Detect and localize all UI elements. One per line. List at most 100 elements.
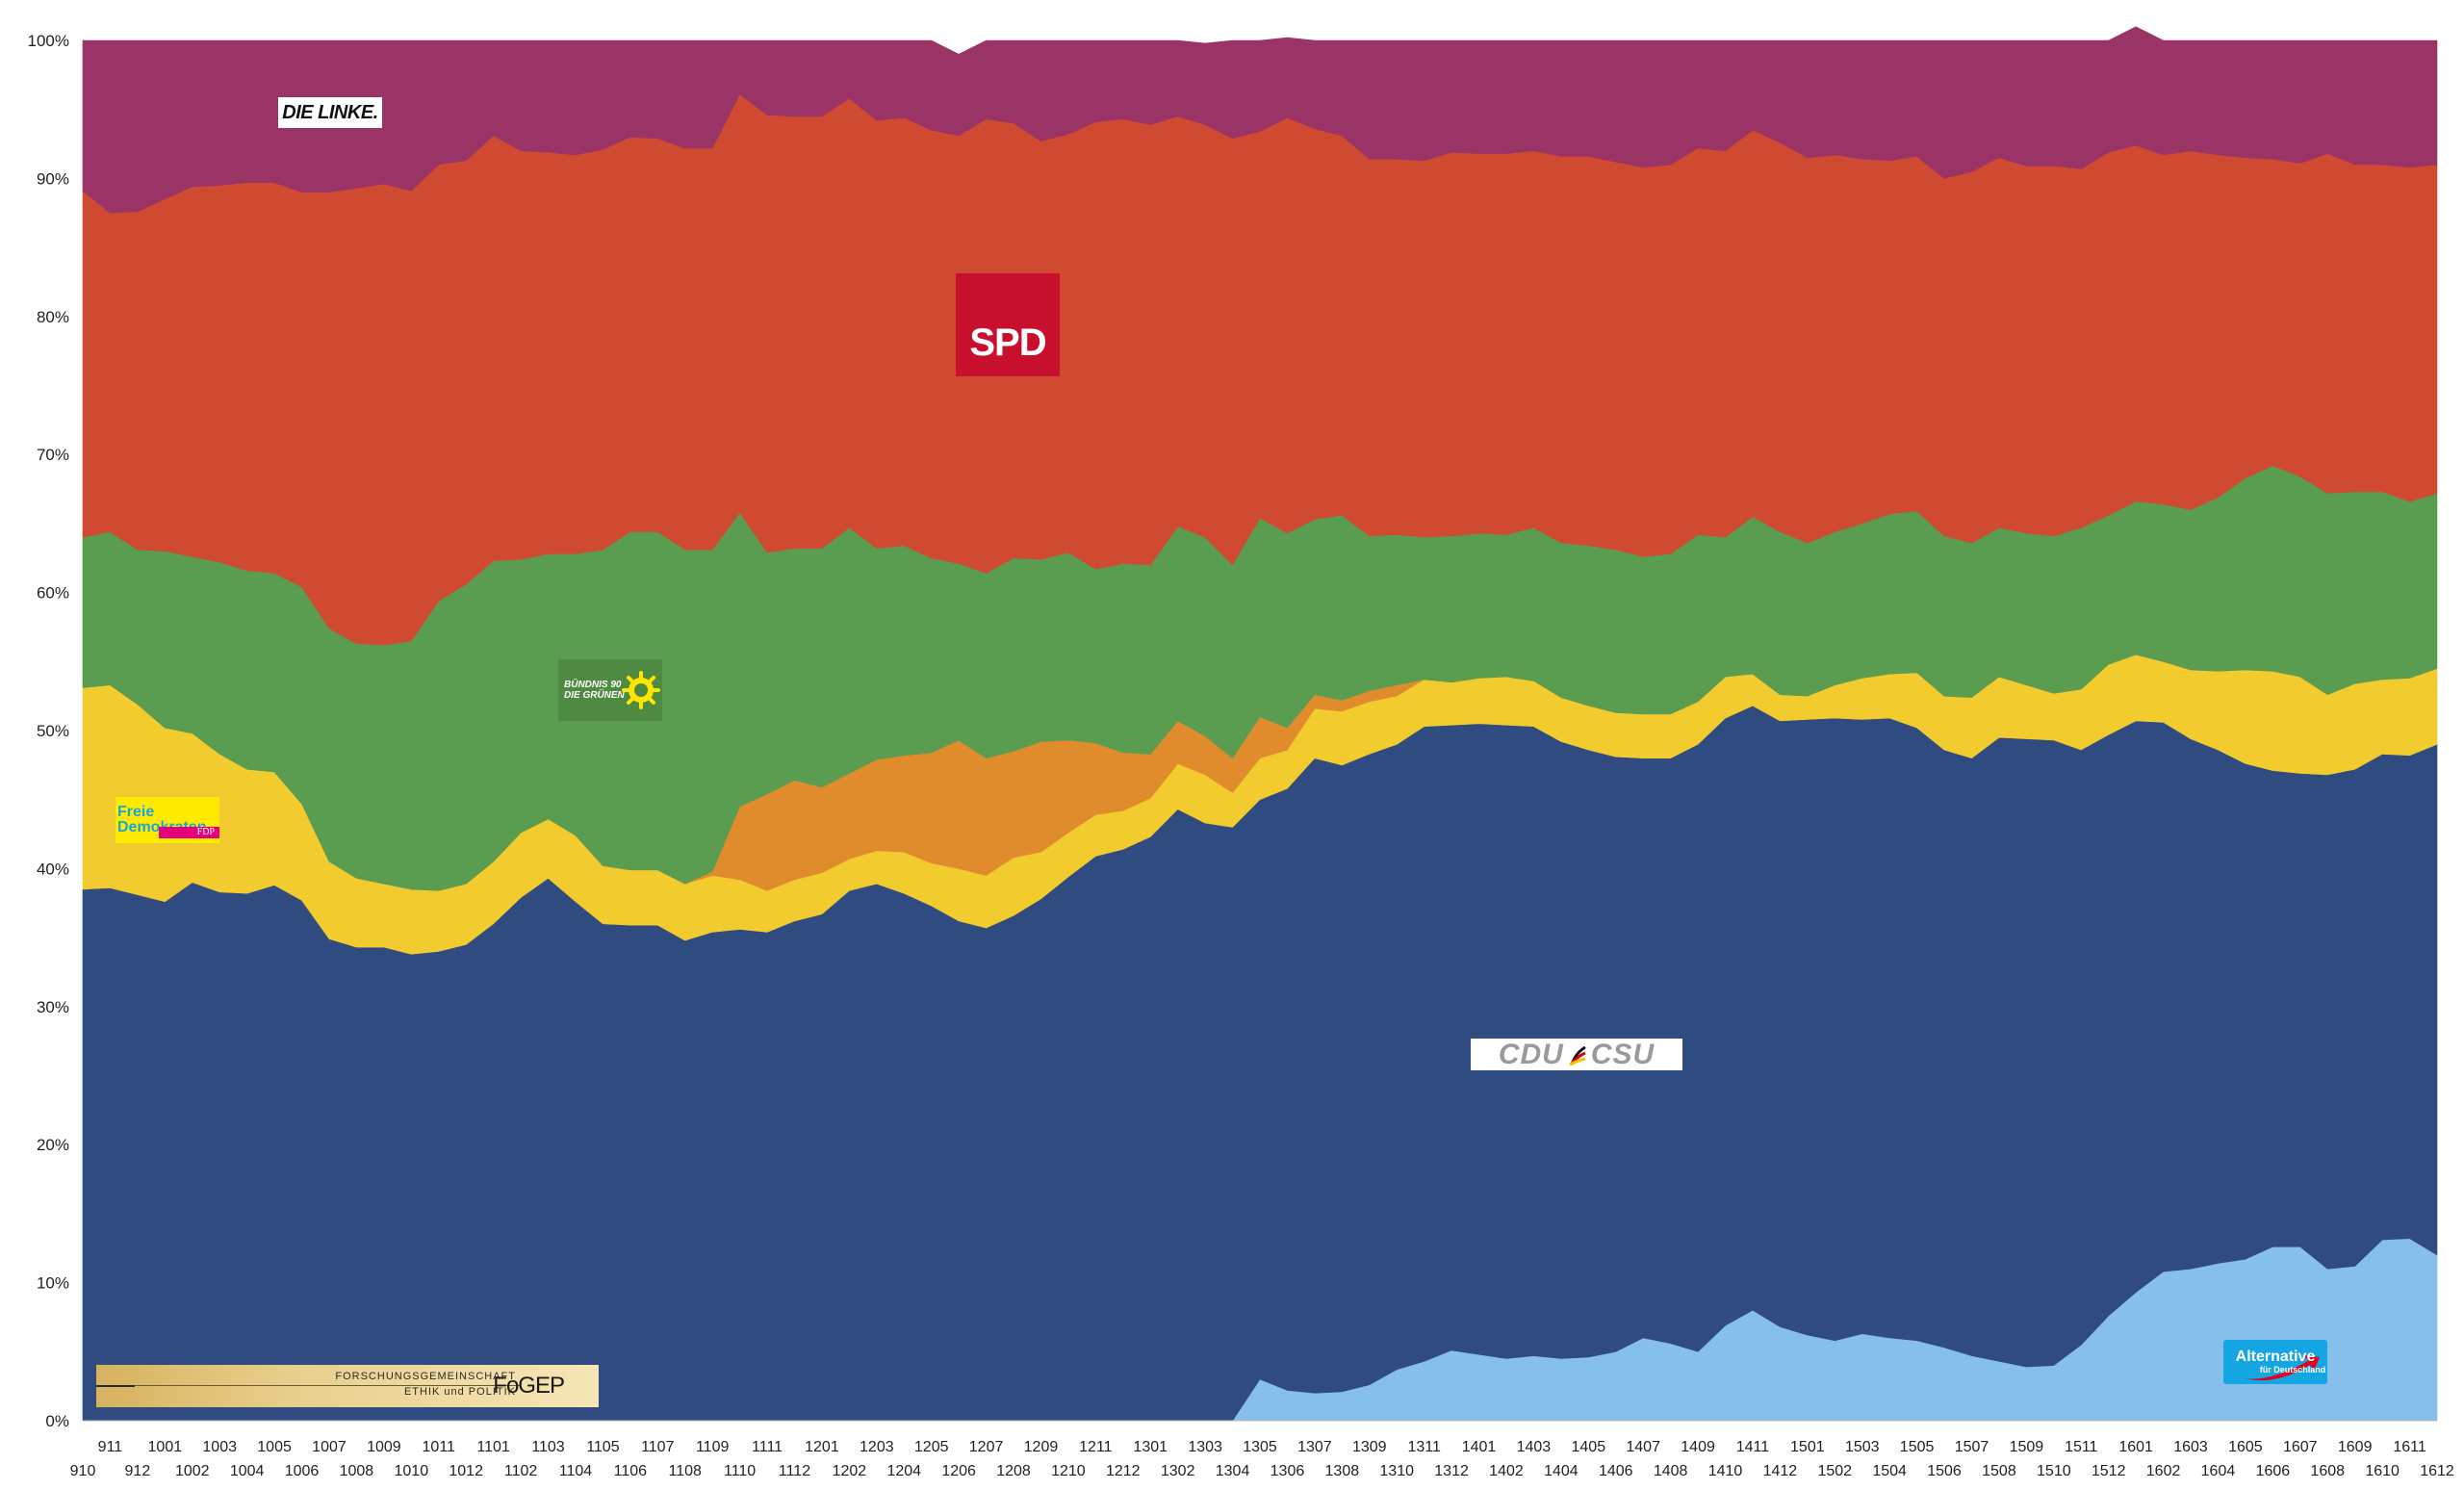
x-tick-label: 1208 — [996, 1463, 1031, 1479]
x-tick-label: 1408 — [1654, 1463, 1688, 1479]
x-tick-label: 1401 — [1462, 1439, 1497, 1455]
x-tick-label: 1608 — [2310, 1463, 2345, 1479]
x-tick-label: 1406 — [1599, 1463, 1633, 1479]
y-tick-label: 80% — [37, 308, 69, 326]
afd-logo-label: Alternative für Deutschland — [2223, 1340, 2327, 1384]
x-tick-label: 1307 — [1297, 1439, 1332, 1455]
x-tick-label: 1305 — [1243, 1439, 1277, 1455]
x-tick-label: 1002 — [175, 1463, 210, 1479]
x-tick-label: 1612 — [2420, 1463, 2454, 1479]
x-tick-label: 1112 — [779, 1463, 810, 1479]
x-tick-label: 1601 — [2118, 1439, 2153, 1455]
x-tick-label: 1512 — [2092, 1463, 2126, 1479]
fogep-top-text: FORSCHUNGSGEMEINSCHAFT — [335, 1371, 516, 1382]
x-tick-label: 1505 — [1900, 1439, 1935, 1455]
x-tick-label: 1609 — [2338, 1439, 2373, 1455]
x-tick-label: 1610 — [2365, 1463, 2400, 1479]
y-tick-label: 0% — [45, 1412, 69, 1430]
x-tick-label: 1605 — [2228, 1439, 2263, 1455]
spd-label-text: SPD — [969, 321, 1046, 364]
x-tick-label: 1111 — [752, 1439, 783, 1455]
csu-label-text: CSU — [1590, 1038, 1656, 1070]
x-tick-label: 1410 — [1708, 1463, 1743, 1479]
x-tick-label: 1405 — [1572, 1439, 1606, 1455]
x-tick-label: 1506 — [1927, 1463, 1962, 1479]
cdu-flag-icon — [1569, 1045, 1586, 1066]
x-tick-label: 1203 — [860, 1439, 894, 1455]
x-tick-label: 1504 — [1872, 1463, 1907, 1479]
x-tick-label: 1207 — [969, 1439, 1004, 1455]
y-tick-label: 10% — [37, 1274, 69, 1293]
x-tick-label: 1508 — [1982, 1463, 2016, 1479]
x-tick-label: 1306 — [1270, 1463, 1305, 1479]
x-tick-label: 1110 — [724, 1463, 756, 1479]
x-tick-label: 1409 — [1681, 1439, 1715, 1455]
y-tick-label: 100% — [28, 32, 69, 50]
x-tick-label: 1204 — [886, 1463, 921, 1479]
x-tick-label: 1606 — [2256, 1463, 2291, 1479]
x-tick-label: 1604 — [2201, 1463, 2236, 1479]
gruene-label-text: BÜNDNIS 90 DIE GRÜNEN — [564, 680, 625, 701]
x-tick-label: 910 — [70, 1463, 96, 1479]
x-tick-label: 1602 — [2146, 1463, 2181, 1479]
y-tick-label: 90% — [37, 169, 69, 188]
x-tick-label: 1108 — [669, 1463, 703, 1479]
y-tick-label: 70% — [37, 446, 69, 464]
afd-label-text: Alternative — [2235, 1349, 2316, 1365]
x-tick-label: 1009 — [367, 1439, 401, 1455]
x-tick-label: 1001 — [148, 1439, 183, 1455]
x-tick-label: 1411 — [1736, 1439, 1770, 1455]
y-tick-label: 60% — [37, 584, 69, 603]
x-tick-label: 1012 — [449, 1463, 483, 1479]
fdp-logo-label: Freie Demokraten FDP — [116, 797, 219, 843]
x-tick-label: 1109 — [696, 1439, 730, 1455]
afd-arrow-icon — [2245, 1355, 2320, 1381]
x-tick-label: 1205 — [914, 1439, 949, 1455]
fogep-thin-line — [135, 1385, 520, 1386]
x-tick-label: 1303 — [1188, 1439, 1222, 1455]
sunflower-icon — [622, 671, 660, 709]
x-tick-label: 1309 — [1352, 1439, 1387, 1455]
x-tick-label: 1310 — [1379, 1463, 1414, 1479]
x-tick-label: 1312 — [1434, 1463, 1469, 1479]
x-tick-label: 1101 — [476, 1439, 510, 1455]
x-tick-label: 1103 — [531, 1439, 565, 1455]
x-tick-label: 1005 — [257, 1439, 292, 1455]
y-axis: 0% 10% 20% 30% 40% 50% 60% 70% 80% 90% 100% — [28, 32, 69, 1430]
x-tick-label: 1404 — [1544, 1463, 1578, 1479]
x-tick-label: 1607 — [2283, 1439, 2318, 1455]
x-tick-label: 912 — [125, 1463, 151, 1479]
x-tick-label: 1304 — [1216, 1463, 1250, 1479]
fogep-logo: FORSCHUNGSGEMEINSCHAFT ETHIK und POLITIK… — [96, 1365, 599, 1407]
x-tick-label: 1202 — [833, 1463, 867, 1479]
afd-sub-text: für Deutschland — [2259, 1365, 2326, 1374]
x-tick-label: 1511 — [2065, 1439, 2098, 1455]
x-tick-label: 1302 — [1161, 1463, 1195, 1479]
x-tick-label: 1507 — [1955, 1439, 1989, 1455]
x-tick-label: 1502 — [1817, 1463, 1852, 1479]
x-tick-label: 1212 — [1106, 1463, 1141, 1479]
linke-logo-label: DIE LINKE. — [278, 97, 382, 128]
x-tick-label: 1211 — [1079, 1439, 1113, 1455]
x-tick-label: 1603 — [2173, 1439, 2208, 1455]
x-tick-label: 1510 — [2037, 1463, 2071, 1479]
cdu-csu-logo-label: CDU CSU — [1471, 1039, 1682, 1070]
x-tick-label: 1403 — [1517, 1439, 1552, 1455]
x-tick-label: 1301 — [1133, 1439, 1168, 1455]
x-tick-label: 1402 — [1489, 1463, 1524, 1479]
x-tick-label: 1412 — [1763, 1463, 1798, 1479]
x-tick-label: 1201 — [805, 1439, 839, 1455]
x-tick-label: 1011 — [423, 1439, 456, 1455]
cdu-label-text: CDU — [1498, 1038, 1564, 1070]
x-tick-label: 1104 — [559, 1463, 593, 1479]
x-tick-label: 1509 — [2010, 1439, 2044, 1455]
x-tick-label: 1308 — [1325, 1463, 1360, 1479]
x-tick-label: 1008 — [340, 1463, 374, 1479]
x-tick-label: 1501 — [1790, 1439, 1825, 1455]
y-tick-label: 40% — [37, 860, 69, 878]
x-tick-label: 1407 — [1626, 1439, 1660, 1455]
y-tick-label: 30% — [37, 998, 69, 1016]
x-tick-label: 1102 — [504, 1463, 538, 1479]
area-series — [82, 26, 2438, 1422]
